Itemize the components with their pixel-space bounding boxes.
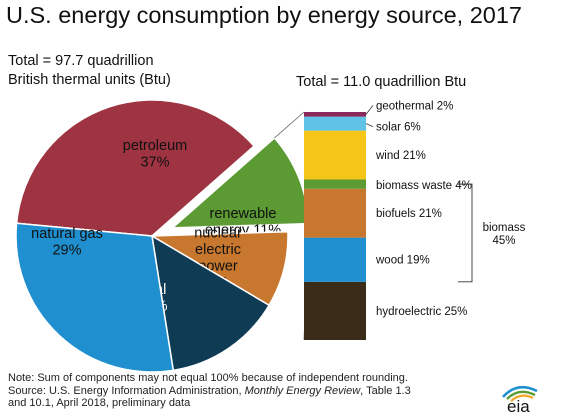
logo-arc-orange bbox=[510, 394, 534, 402]
logo-text: eia bbox=[507, 397, 530, 415]
bar-label-solar: solar 6% bbox=[376, 122, 421, 134]
note-line3: and 10.1, April 2018, preliminary data bbox=[8, 397, 191, 409]
biomass-bracket: biomass 45% bbox=[458, 183, 526, 283]
bar-segment-geothermal bbox=[304, 112, 366, 117]
bar-label-hydroelectric: hydroelectric 25% bbox=[376, 306, 467, 318]
bar-label-wind: wind 21% bbox=[375, 150, 426, 162]
pie-total-line1: Total = 97.7 quadrillion bbox=[8, 53, 154, 69]
note-source-prefix: Source: U.S. Energy Information Administ… bbox=[8, 384, 245, 397]
pie-slice-coal bbox=[151, 234, 271, 372]
leader-geothermal bbox=[365, 105, 374, 115]
footnote: Note: Sum of components may not equal 10… bbox=[8, 372, 411, 410]
stacked-bar bbox=[304, 112, 366, 340]
chart-title: U.S. energy consumption by energy source… bbox=[6, 2, 522, 28]
pie-label-natural-gas: natural gas 29% bbox=[31, 226, 103, 259]
note-line1: Note: Sum of components may not equal 10… bbox=[8, 372, 408, 384]
bar-segment-solar bbox=[304, 116, 366, 131]
bar-segment-biofuels bbox=[304, 188, 366, 238]
bar-segment-wind bbox=[304, 130, 366, 180]
note-source-suffix: , Table 1.3 bbox=[360, 384, 411, 397]
connector-top bbox=[274, 111, 305, 139]
pie-slice-natural-gas bbox=[15, 222, 175, 373]
bar-label-biomass-waste: biomass waste 4% bbox=[376, 180, 472, 192]
bracket-line bbox=[458, 183, 473, 283]
pie-total-label: Total = 97.7 quadrillion British thermal… bbox=[8, 52, 171, 90]
note-line2: Source: U.S. Energy Information Administ… bbox=[8, 385, 411, 398]
bar-segment-biomass-waste bbox=[304, 179, 366, 189]
eia-logo: eia bbox=[502, 385, 538, 415]
bar-label-geothermal: geothermal 2% bbox=[376, 100, 453, 112]
pie-total-line2: British thermal units (Btu) bbox=[8, 72, 171, 88]
bar-label-biofuels: biofuels 21% bbox=[376, 208, 442, 220]
bracket-label: biomass 45% bbox=[483, 222, 526, 247]
stacked-bar-labels: hydroelectric 25% wood 19% biofuels 21% bio… bbox=[365, 100, 472, 318]
pie-label-petroleum: petroleum 37% bbox=[123, 138, 187, 171]
note-source-title: Monthly Energy Review bbox=[244, 384, 361, 397]
pie-slice-petroleum bbox=[15, 99, 256, 237]
logo-arc-blue bbox=[502, 385, 538, 398]
pie-chart: petroleum 37%renewable energy 11%nuclear el… bbox=[15, 99, 310, 373]
bar-segment-wood bbox=[304, 237, 366, 282]
bar-label-wood: wood 19% bbox=[375, 255, 430, 267]
bar-total-label: Total = 11.0 quadrillion Btu bbox=[296, 74, 467, 90]
leader-solar bbox=[365, 123, 374, 128]
bar-segment-hydroelectric bbox=[304, 281, 366, 340]
logo-arc-green bbox=[506, 390, 536, 400]
